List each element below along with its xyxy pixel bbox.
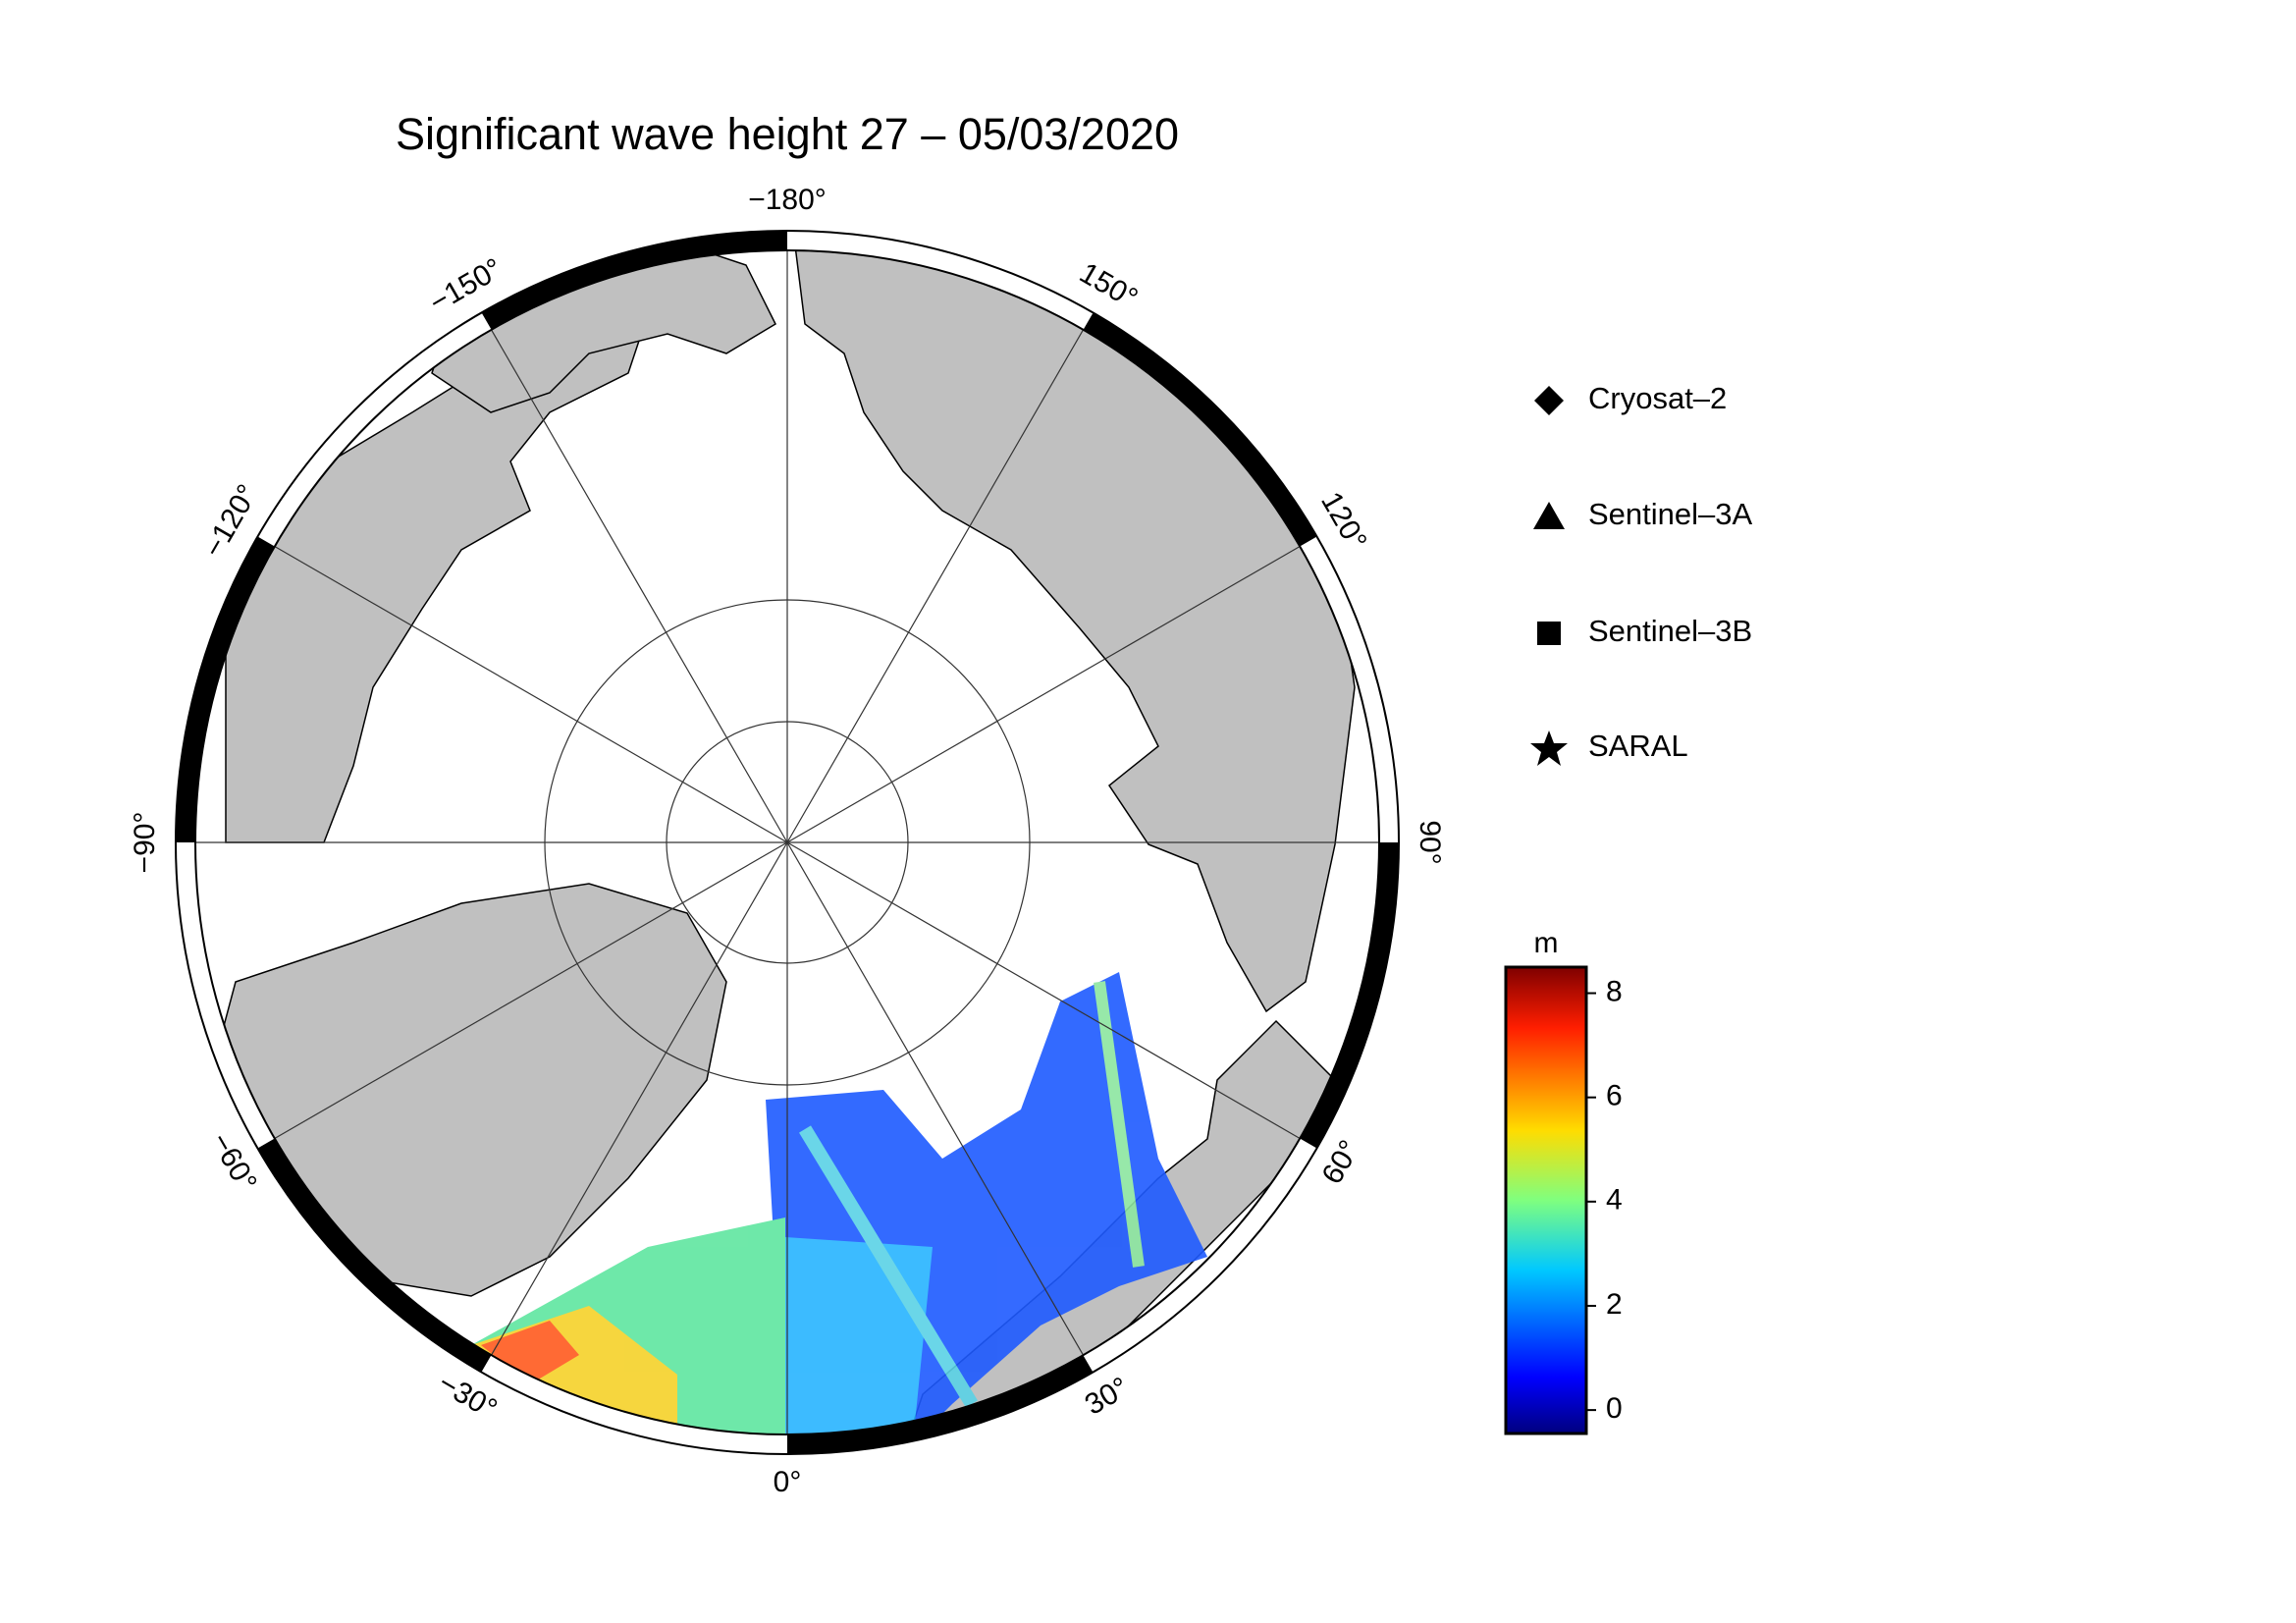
- legend-star: [1530, 730, 1568, 766]
- frame-segment: [176, 841, 275, 1149]
- frame-inner: [194, 249, 1380, 1435]
- legend-diamond: [1534, 386, 1564, 415]
- colorbar-tick-label: 0: [1606, 1392, 1623, 1425]
- longitude-label: 90°: [1414, 820, 1446, 864]
- legend-square: [1537, 622, 1561, 645]
- longitude-label: 30°: [1080, 1372, 1135, 1422]
- meridian: [786, 545, 1301, 843]
- frame-segment: [786, 1355, 1094, 1454]
- colorbar-tick-label: 8: [1606, 975, 1623, 1007]
- colorbar-unit: m: [1534, 927, 1559, 959]
- colorbar-tick-label: 4: [1606, 1184, 1623, 1217]
- frame-segment: [481, 231, 788, 330]
- meridian: [274, 841, 788, 1140]
- meridian: [490, 329, 788, 843]
- swaths: [471, 972, 1207, 1434]
- legend-label: Sentinel–3B: [1588, 614, 1752, 648]
- frame-segment: [176, 536, 275, 843]
- swath-mid: [785, 1237, 933, 1434]
- meridian: [786, 329, 1085, 843]
- track: [799, 1125, 978, 1408]
- longitude-label: −90°: [129, 812, 161, 874]
- legend-label: SARAL: [1588, 729, 1688, 763]
- map: −180°−150° 150°−120° 120°−90° 90°−60° 60°−30…: [129, 184, 1446, 1498]
- frame-segment: [481, 1355, 788, 1454]
- meridian: [274, 545, 788, 843]
- frame-segment: [1300, 536, 1399, 843]
- legend: Cryosat–2 Sentinel–3A Sentinel–3B SARAL: [1530, 381, 1753, 766]
- track: [1094, 981, 1145, 1268]
- legend-label: Sentinel–3A: [1588, 497, 1753, 531]
- frame-segment: [257, 1138, 492, 1373]
- frame: [175, 230, 1400, 1455]
- colorbar-scale: [1504, 965, 1588, 1435]
- colorbar: m 0 2 4 6 8: [1504, 927, 1623, 1435]
- frame-outer: [175, 230, 1400, 1455]
- longitude-label: 0°: [774, 1466, 802, 1498]
- title: Significant wave height 27 – 05/03/2020: [396, 109, 1179, 159]
- longitude-label: −180°: [748, 184, 827, 216]
- longitude-label: 120°: [1314, 487, 1373, 556]
- colorbar-tick-label: 6: [1606, 1080, 1623, 1112]
- colorbar-tick-label: 2: [1606, 1288, 1623, 1321]
- legend-triangle: [1533, 502, 1565, 529]
- frame-segment: [1300, 841, 1399, 1149]
- frame-segment: [1083, 312, 1317, 547]
- meridian: [786, 841, 1301, 1140]
- legend-label: Cryosat–2: [1588, 381, 1727, 415]
- frame-segment: [257, 312, 492, 547]
- meridian: [786, 841, 1085, 1356]
- swath-peak: [481, 1321, 579, 1384]
- canada: [225, 294, 649, 843]
- longitude-label: 60°: [1316, 1135, 1366, 1190]
- frame-segment: [786, 231, 1094, 330]
- longitude-label: 150°: [1074, 256, 1143, 315]
- graticule: [195, 250, 1379, 1434]
- meridian: [490, 841, 788, 1356]
- frame-segment: [1083, 1138, 1317, 1373]
